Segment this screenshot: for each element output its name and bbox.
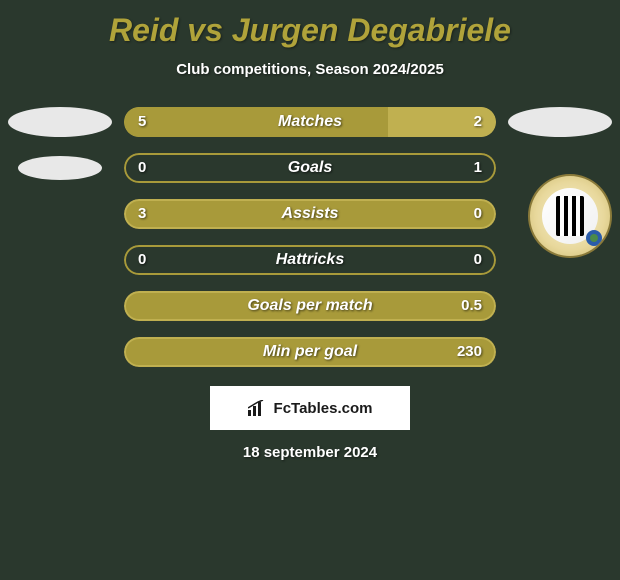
left-team-marker [8,107,112,137]
stat-right-value: 0 [474,245,482,275]
bar-assists: 3 Assists 0 [124,199,496,229]
peacock-icon [584,228,604,248]
bar-min-per-goal: Min per goal 230 [124,337,496,367]
stat-row-goals: 0 Goals 1 [8,152,612,184]
stats-chart: 5 Matches 2 0 Goals 1 3 Assists 0 0 Ha [0,106,620,368]
bar-goals: 0 Goals 1 [124,153,496,183]
fctables-label: FcTables.com [274,400,373,417]
stat-label: Min per goal [124,337,496,367]
bar-hattricks: 0 Hattricks 0 [124,245,496,275]
stat-label: Goals [124,153,496,183]
stat-right-value: 230 [457,337,482,367]
stat-label: Goals per match [124,291,496,321]
stat-row-matches: 5 Matches 2 [8,106,612,138]
page-title: Reid vs Jurgen Degabriele [0,0,620,49]
stat-label: Hattricks [124,245,496,275]
badge-stripes-icon [556,196,584,236]
stat-right-value: 2 [474,107,482,137]
stat-row-assists: 3 Assists 0 [8,198,612,230]
team-badge [528,174,612,258]
left-team-marker [18,156,102,180]
stat-row-goals-per-match: Goals per match 0.5 [8,290,612,322]
stat-label: Matches [124,107,496,137]
stat-row-min-per-goal: Min per goal 230 [8,336,612,368]
bar-matches: 5 Matches 2 [124,107,496,137]
fctables-attribution: FcTables.com [210,386,410,430]
stat-label: Assists [124,199,496,229]
stat-right-value: 0 [474,199,482,229]
right-team-marker [508,107,612,137]
stat-right-value: 0.5 [461,291,482,321]
page-subtitle: Club competitions, Season 2024/2025 [0,61,620,78]
date-label: 18 september 2024 [0,444,620,461]
bar-goals-per-match: Goals per match 0.5 [124,291,496,321]
fctables-icon [248,400,268,416]
stat-right-value: 1 [474,153,482,183]
stat-row-hattricks: 0 Hattricks 0 [8,244,612,276]
